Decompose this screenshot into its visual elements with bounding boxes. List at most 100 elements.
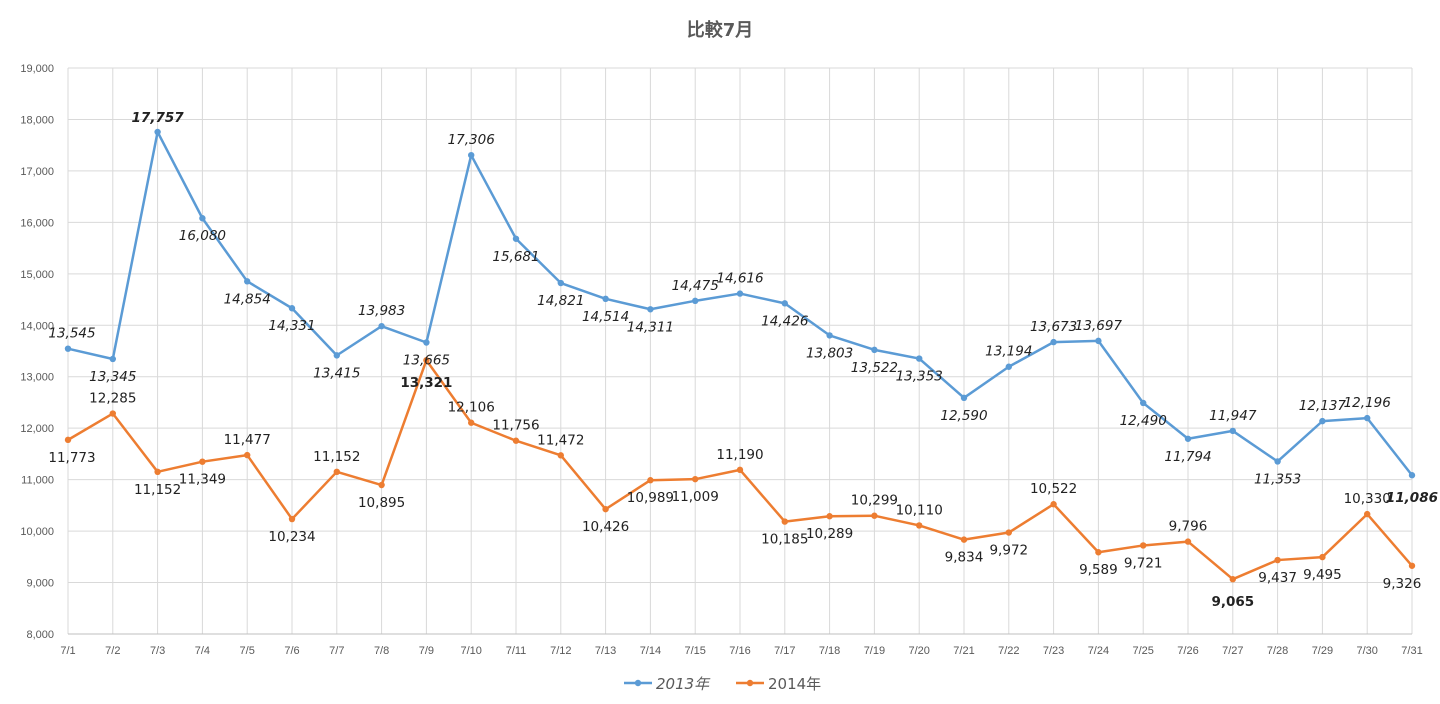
data-label: 13,345 (89, 369, 136, 385)
y-tick-label: 14,000 (20, 320, 54, 332)
x-tick-label: 7/23 (1043, 645, 1064, 657)
data-label: 15,681 (492, 249, 539, 265)
x-tick-label: 7/24 (1088, 645, 1109, 657)
data-point (378, 322, 385, 330)
data-point (826, 332, 833, 339)
data-point (154, 468, 161, 476)
data-point (1364, 510, 1371, 518)
data-label: 14,854 (224, 291, 271, 307)
x-tick-label: 7/1 (60, 645, 75, 657)
data-label: 10,522 (1030, 481, 1077, 497)
data-point (1319, 553, 1326, 561)
data-label: 11,353 (1254, 471, 1301, 487)
data-point (1005, 529, 1012, 536)
data-point (602, 505, 609, 513)
data-label: 9,834 (945, 550, 984, 566)
data-point (423, 339, 430, 346)
data-point (736, 290, 744, 297)
data-label: 14,475 (672, 278, 719, 294)
data-point (1408, 562, 1416, 569)
data-point (199, 215, 206, 222)
legend-label-2[interactable]: 2014年 (768, 675, 821, 693)
highlighted-data-label: 9,065 (1211, 594, 1254, 610)
data-point (1184, 435, 1192, 442)
data-label: 10,234 (268, 529, 315, 545)
x-axis: 7/1 7/2 7/3 7/4 7/5 7/6 7/7 7/8 7/9 7/10 7/11 7/12 7… (60, 633, 1423, 657)
data-label: 9,326 (1383, 576, 1422, 592)
data-label: 13,803 (806, 345, 853, 361)
data-label: 12,490 (1120, 413, 1167, 429)
data-point (960, 394, 968, 402)
series-group (64, 128, 1416, 583)
x-tick-label: 7/3 (150, 645, 165, 657)
data-label: 13,194 (985, 344, 1032, 360)
y-tick-label: 11,000 (21, 475, 54, 487)
y-tick-label: 13,000 (20, 372, 54, 384)
data-point (1229, 427, 1237, 435)
data-label: 14,616 (716, 271, 763, 287)
y-tick-label: 15,000 (20, 269, 54, 281)
legend[interactable]: 2013年 2014年 (624, 675, 821, 693)
data-point (512, 437, 520, 444)
data-label: 14,311 (627, 319, 674, 335)
data-point (736, 466, 744, 474)
data-point (109, 355, 117, 363)
data-label: 9,495 (1303, 567, 1342, 583)
data-point (602, 295, 609, 303)
x-tick-label: 7/15 (684, 645, 705, 657)
data-point (423, 357, 430, 364)
y-tick-label: 8,000 (26, 629, 54, 641)
data-point (916, 355, 923, 362)
data-label: 12,285 (89, 391, 136, 407)
data-label: 13,522 (851, 360, 898, 376)
data-label: 14,331 (268, 318, 315, 334)
data-point (557, 279, 564, 287)
data-label: 10,330 (1344, 491, 1391, 507)
x-tick-label: 7/8 (374, 645, 389, 657)
x-tick-label: 7/25 (1132, 645, 1153, 657)
highlighted-data-label: 11,086 (1386, 490, 1438, 506)
data-label: 13,353 (896, 369, 943, 385)
highlighted-data-label: 13,321 (400, 375, 452, 391)
data-point (1229, 576, 1237, 583)
data-point (1095, 337, 1102, 345)
data-label: 13,665 (403, 353, 450, 369)
x-tick-label: 7/18 (819, 645, 840, 657)
data-label: 13,415 (313, 365, 360, 381)
legend-marker-1 (634, 679, 642, 687)
data-label: 11,773 (48, 450, 95, 466)
data-point (826, 513, 833, 520)
data-label: 12,137 (1299, 398, 1347, 414)
data-label: 11,947 (1209, 408, 1257, 424)
data-point (1408, 472, 1416, 479)
y-tick-label: 18,000 (20, 114, 54, 126)
data-point (1184, 538, 1192, 545)
x-tick-label: 7/31 (1401, 645, 1422, 657)
data-point (960, 536, 968, 543)
data-point (154, 128, 161, 136)
x-tick-label: 7/27 (1222, 645, 1243, 657)
x-tick-label: 7/9 (419, 645, 434, 657)
legend-label-1[interactable]: 2013年 (656, 675, 711, 693)
data-label: 11,190 (716, 447, 763, 463)
y-tick-label: 10,000 (20, 526, 54, 538)
x-tick-label: 7/10 (460, 645, 481, 657)
data-point (512, 235, 520, 242)
data-label: 9,437 (1258, 570, 1297, 586)
data-point (692, 475, 699, 483)
data-point (781, 300, 788, 307)
data-label: 10,426 (582, 519, 629, 535)
y-tick-label: 9,000 (26, 578, 54, 590)
data-point (288, 305, 296, 312)
x-tick-label: 7/29 (1312, 645, 1333, 657)
legend-marker-2 (746, 679, 754, 687)
data-label: 9,721 (1124, 555, 1163, 571)
data-point (378, 481, 385, 489)
data-point (1050, 501, 1057, 508)
data-label: 12,196 (1344, 395, 1391, 411)
data-point (468, 419, 475, 426)
data-label: 11,009 (672, 489, 719, 505)
data-label: 12,590 (940, 408, 987, 424)
data-point (1274, 556, 1281, 564)
